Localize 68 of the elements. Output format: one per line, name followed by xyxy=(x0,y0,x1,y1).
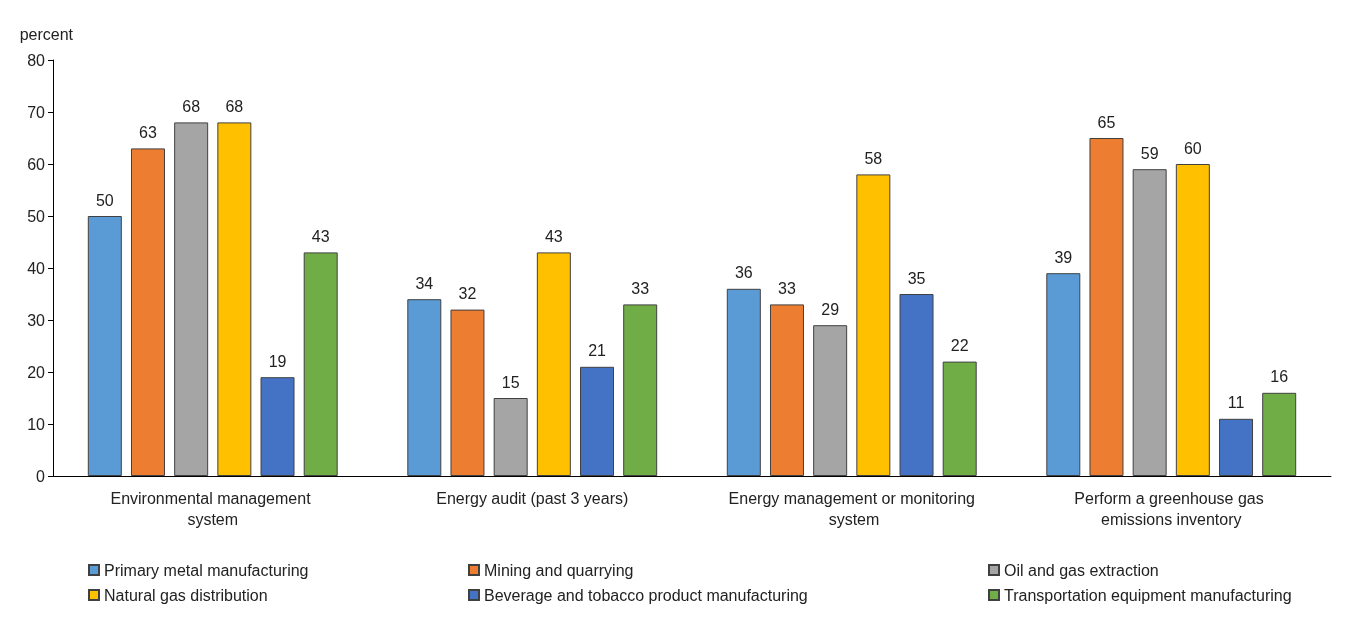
data-label: 32 xyxy=(458,285,477,303)
y-tick-label: 0 xyxy=(36,467,46,485)
bar xyxy=(580,366,615,476)
legend-label: Mining and quarrying xyxy=(484,561,634,579)
bar xyxy=(260,377,295,476)
y-tick-label: 80 xyxy=(27,51,46,69)
bar xyxy=(769,304,804,476)
y-axis-title: percent xyxy=(19,25,74,43)
data-label: 39 xyxy=(1054,248,1073,266)
x-tick-label: Environmental management system xyxy=(110,490,316,528)
data-label: 35 xyxy=(907,269,926,287)
x-tick-label: Perform a greenhouse gas emissions inventory xyxy=(1074,490,1269,528)
data-label: 60 xyxy=(1183,139,1202,157)
bar xyxy=(726,288,761,476)
bar xyxy=(1089,138,1124,476)
y-tick-label: 60 xyxy=(27,155,46,173)
data-label: 16 xyxy=(1270,368,1289,386)
legend-label: Primary metal manufacturing xyxy=(104,561,309,579)
data-label: 43 xyxy=(544,227,563,245)
data-label: 19 xyxy=(268,352,287,370)
data-label: 43 xyxy=(311,227,330,245)
bar xyxy=(407,299,442,476)
bar xyxy=(1046,273,1081,476)
data-label: 29 xyxy=(821,300,840,318)
bar xyxy=(623,304,658,476)
data-label: 36 xyxy=(734,264,753,282)
bar xyxy=(303,252,338,476)
legend-label: Beverage and tobacco product manufacturing xyxy=(484,586,808,604)
bar xyxy=(450,309,485,476)
data-label: 68 xyxy=(225,97,244,115)
bar xyxy=(130,148,165,476)
data-label: 63 xyxy=(139,123,157,141)
bar xyxy=(217,122,252,476)
legend-label: Natural gas distribution xyxy=(104,586,268,604)
y-tick-label: 70 xyxy=(27,103,46,121)
bar xyxy=(493,398,528,476)
bar xyxy=(536,252,571,476)
data-label: 59 xyxy=(1140,144,1159,162)
bar xyxy=(87,216,122,476)
bar xyxy=(813,325,848,476)
bar xyxy=(942,361,977,476)
x-tick-label: Energy audit (past 3 years) xyxy=(436,490,629,507)
data-label: 68 xyxy=(182,97,201,115)
y-tick-label: 40 xyxy=(27,259,46,277)
y-tick-label: 30 xyxy=(27,311,46,329)
legend-label: Oil and gas extraction xyxy=(1004,561,1159,579)
data-label: 50 xyxy=(95,191,114,209)
data-label: 22 xyxy=(950,337,969,355)
data-label: 58 xyxy=(864,149,883,167)
bar xyxy=(1219,418,1254,476)
data-label: 33 xyxy=(778,279,796,297)
legend-label: Transportation equipment manufacturing xyxy=(1004,586,1292,604)
bar xyxy=(1262,392,1297,476)
x-tick-label: Energy management or monitoring system xyxy=(728,490,975,528)
data-label: 34 xyxy=(415,274,434,292)
y-tick-label: 10 xyxy=(27,415,46,433)
y-tick-label: 20 xyxy=(27,363,46,381)
data-label: 15 xyxy=(501,373,520,391)
data-label: 65 xyxy=(1097,113,1116,131)
data-label: 21 xyxy=(588,342,607,360)
bar xyxy=(899,294,934,476)
bar xyxy=(1132,169,1167,476)
bar xyxy=(856,174,891,476)
bar xyxy=(1175,164,1210,476)
y-tick-label: 50 xyxy=(27,207,46,225)
data-label: 11 xyxy=(1227,394,1245,412)
data-label: 33 xyxy=(631,279,650,297)
bar xyxy=(174,122,209,476)
